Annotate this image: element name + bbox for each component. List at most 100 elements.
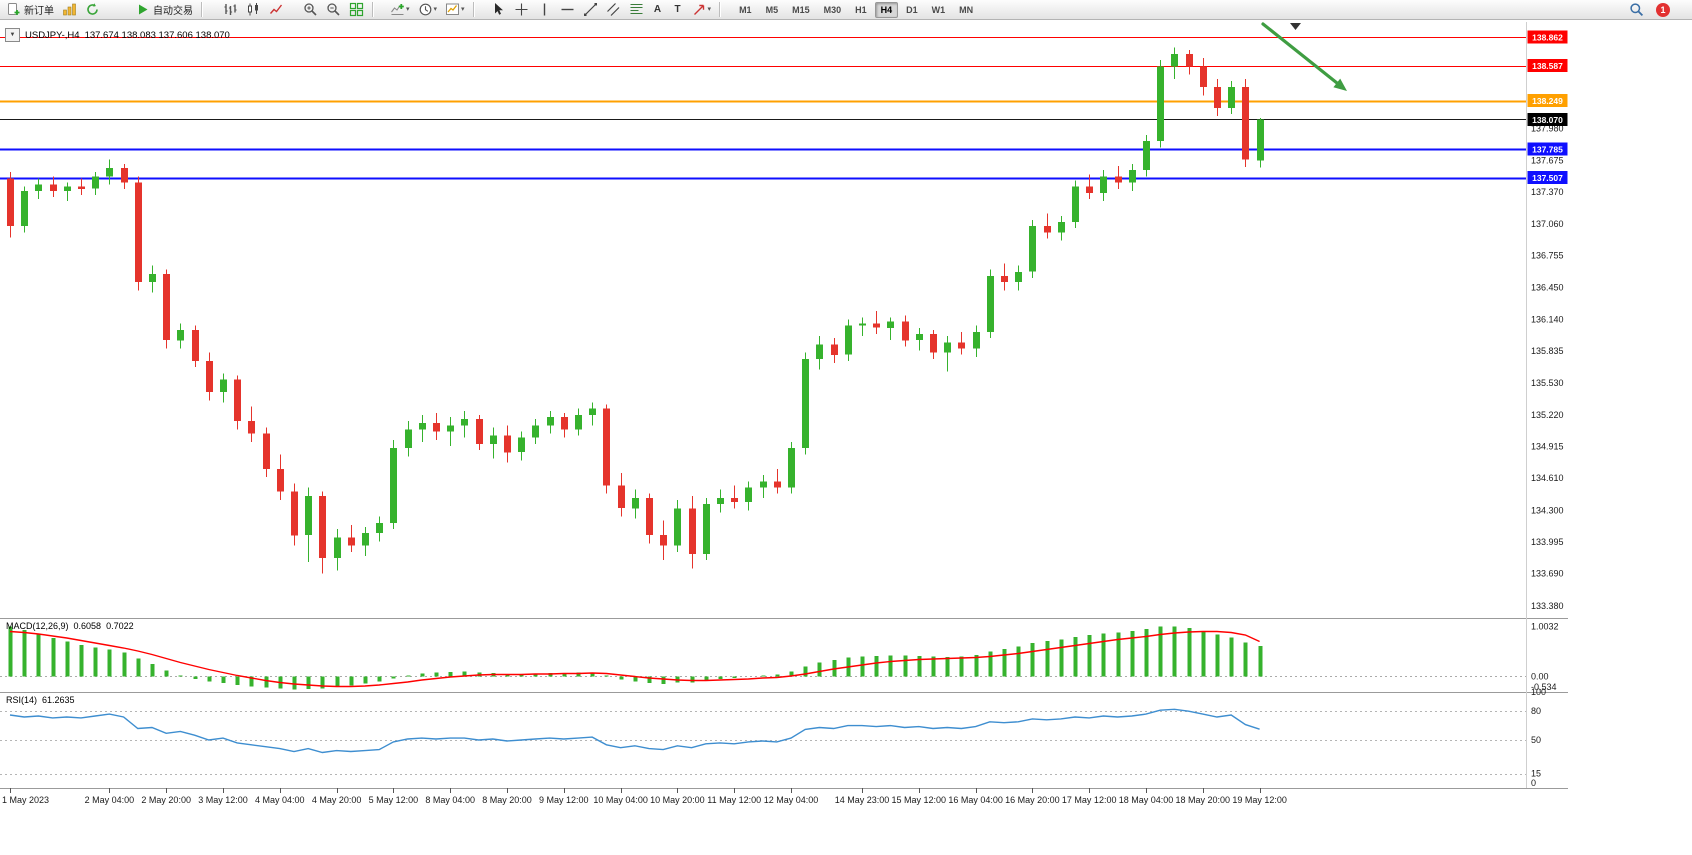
zoom-in-button[interactable] bbox=[300, 0, 321, 19]
svg-text:138.862: 138.862 bbox=[1532, 33, 1563, 43]
svg-text:138.587: 138.587 bbox=[1532, 61, 1563, 71]
svg-text:4 May 20:00: 4 May 20:00 bbox=[312, 795, 362, 805]
svg-text:138.249: 138.249 bbox=[1532, 96, 1563, 106]
chart-ohlc-values: 137.674 138.083 137.606 138.070 bbox=[84, 29, 230, 41]
svg-text:135.220: 135.220 bbox=[1531, 410, 1564, 420]
svg-text:50: 50 bbox=[1531, 735, 1541, 745]
text-tool-icon: A bbox=[653, 4, 662, 15]
timeframe-m30[interactable]: M30 bbox=[823, 4, 842, 15]
auto-trading-label: 自动交易 bbox=[153, 6, 193, 17]
svg-text:15: 15 bbox=[1531, 769, 1541, 779]
label-tool-icon: T bbox=[674, 4, 681, 15]
indicators-button[interactable]: ▾ bbox=[387, 0, 413, 19]
svg-text:16 May 04:00: 16 May 04:00 bbox=[948, 795, 1003, 805]
chart-canvas[interactable]: 137.980 137.675 137.370 137.060 136.755 136.4… bbox=[0, 20, 1692, 855]
line-chart-icon bbox=[269, 4, 283, 14]
chart-title: ▼ USDJPY-,H4 137.674 138.083 137.606 138… bbox=[5, 28, 230, 42]
toolbar: 新订单 自动交易 ▾ ▾ ▾ bbox=[0, 0, 1692, 20]
periods-button[interactable]: ▾ bbox=[415, 0, 441, 19]
chart-window: 137.980 137.675 137.370 137.060 136.755 136.4… bbox=[0, 20, 1692, 855]
timeframe-mn[interactable]: MN bbox=[959, 4, 974, 15]
search-button[interactable] bbox=[1626, 0, 1647, 19]
svg-text:137.060: 137.060 bbox=[1531, 219, 1564, 229]
rsi-value: 61.2635 bbox=[42, 695, 75, 705]
trendline-icon bbox=[583, 3, 597, 16]
clock-icon bbox=[419, 3, 431, 16]
svg-text:8 May 20:00: 8 May 20:00 bbox=[482, 795, 532, 805]
rsi-name: RSI(14) bbox=[6, 695, 38, 705]
candlestick-mode-button[interactable] bbox=[243, 0, 264, 19]
timeframe-m15[interactable]: M15 bbox=[792, 4, 810, 15]
timeframe-w1[interactable]: W1 bbox=[931, 4, 946, 15]
arrows-tool-button[interactable]: ▾ bbox=[689, 0, 715, 19]
macd-main-value: 0.6058 bbox=[73, 621, 102, 631]
timeframe-d1[interactable]: D1 bbox=[906, 4, 918, 15]
svg-text:10 May 04:00: 10 May 04:00 bbox=[593, 795, 648, 805]
new-order-button[interactable]: 新订单 bbox=[3, 0, 57, 19]
play-icon bbox=[139, 4, 148, 15]
svg-text:12 May 04:00: 12 May 04:00 bbox=[764, 795, 819, 805]
zoom-out-button[interactable] bbox=[323, 0, 344, 19]
svg-text:134.300: 134.300 bbox=[1531, 505, 1564, 515]
svg-text:137.675: 137.675 bbox=[1531, 155, 1564, 165]
channel-icon bbox=[606, 3, 619, 16]
toolbar-separator bbox=[201, 2, 202, 17]
refresh-button[interactable] bbox=[82, 0, 103, 19]
auto-trading-button[interactable]: 自动交易 bbox=[132, 0, 196, 19]
chevron-down-icon: ▾ bbox=[707, 6, 712, 13]
svg-text:16 May 20:00: 16 May 20:00 bbox=[1005, 795, 1060, 805]
timeframe-h1[interactable]: H1 bbox=[855, 4, 867, 15]
zoom-out-icon bbox=[327, 3, 340, 16]
toolbar-separator bbox=[472, 2, 474, 17]
tile-windows-button[interactable] bbox=[346, 0, 367, 19]
svg-text:80: 80 bbox=[1531, 706, 1541, 716]
text-tool-button[interactable]: A bbox=[649, 0, 667, 19]
svg-text:11 May 12:00: 11 May 12:00 bbox=[707, 795, 761, 805]
svg-text:19 May 12:00: 19 May 12:00 bbox=[1232, 795, 1287, 805]
bar-chart-yellow-icon bbox=[63, 3, 76, 16]
svg-text:8 May 04:00: 8 May 04:00 bbox=[425, 795, 475, 805]
svg-text:18 May 04:00: 18 May 04:00 bbox=[1119, 795, 1174, 805]
bar-chart-mode-button[interactable] bbox=[220, 0, 241, 19]
line-chart-mode-button[interactable] bbox=[266, 0, 287, 19]
timeframe-m1[interactable]: M1 bbox=[739, 4, 752, 15]
svg-text:2 May 20:00: 2 May 20:00 bbox=[141, 795, 191, 805]
macd-name: MACD(12,26,9) bbox=[6, 621, 69, 631]
svg-text:4 May 04:00: 4 May 04:00 bbox=[255, 795, 305, 805]
svg-text:135.835: 135.835 bbox=[1531, 346, 1564, 356]
svg-text:0: 0 bbox=[1531, 778, 1536, 788]
toolbar-separator bbox=[719, 2, 721, 17]
timeframe-m5[interactable]: M5 bbox=[765, 4, 779, 15]
fibonacci-tool-button[interactable] bbox=[626, 0, 647, 19]
trendline-tool-button[interactable] bbox=[580, 0, 601, 19]
candlestick-icon bbox=[248, 3, 258, 16]
cursor-tool-button[interactable] bbox=[488, 0, 509, 19]
horizontal-line-tool-button[interactable] bbox=[557, 0, 578, 19]
svg-text:136.140: 136.140 bbox=[1531, 315, 1564, 325]
svg-text:133.995: 133.995 bbox=[1531, 537, 1564, 547]
vertical-line-icon bbox=[543, 3, 545, 16]
svg-text:1 May 2023: 1 May 2023 bbox=[2, 795, 49, 805]
svg-text:137.507: 137.507 bbox=[1532, 173, 1563, 183]
macd-signal-value: 0.7022 bbox=[106, 621, 134, 631]
svg-text:1.0032: 1.0032 bbox=[1531, 621, 1559, 631]
svg-text:136.755: 136.755 bbox=[1531, 251, 1564, 261]
svg-text:14 May 23:00: 14 May 23:00 bbox=[835, 795, 890, 805]
charts-button[interactable] bbox=[59, 0, 80, 19]
svg-text:18 May 20:00: 18 May 20:00 bbox=[1176, 795, 1231, 805]
label-tool-button[interactable]: T bbox=[669, 0, 687, 19]
crosshair-tool-button[interactable] bbox=[511, 0, 532, 19]
toolbar-separator bbox=[372, 2, 373, 17]
timeframe-h4[interactable]: H4 bbox=[874, 1, 899, 18]
one-click-trading-dropdown-icon[interactable]: ▼ bbox=[5, 28, 20, 42]
new-order-icon bbox=[8, 3, 20, 15]
vertical-line-tool-button[interactable] bbox=[534, 0, 555, 19]
svg-text:133.690: 133.690 bbox=[1531, 569, 1564, 579]
tile-windows-icon bbox=[349, 2, 364, 17]
notification-badge[interactable]: 1 bbox=[1656, 2, 1670, 17]
svg-text:134.610: 134.610 bbox=[1531, 473, 1564, 483]
svg-text:137.370: 137.370 bbox=[1531, 187, 1564, 197]
channel-tool-button[interactable] bbox=[603, 0, 624, 19]
templates-button[interactable]: ▾ bbox=[442, 0, 468, 19]
macd-indicator-label: MACD(12,26,9) 0.6058 0.7022 bbox=[6, 621, 139, 631]
